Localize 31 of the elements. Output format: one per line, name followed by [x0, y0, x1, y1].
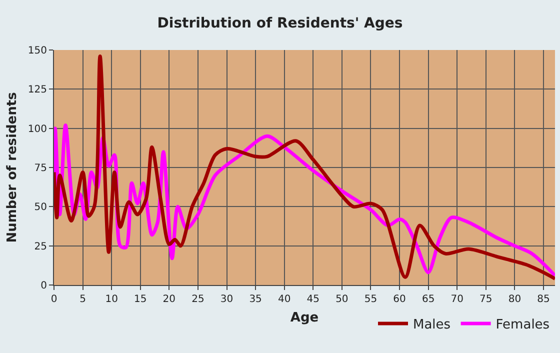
x-tick-label: 45 [306, 294, 320, 305]
x-tick-label: 85 [537, 294, 550, 305]
x-tick-label: 25 [192, 294, 204, 305]
y-tick-label: 25 [34, 241, 47, 252]
x-tick-label: 40 [278, 294, 291, 305]
legend-label: Females [496, 318, 550, 333]
x-tick-label: 70 [450, 294, 464, 305]
chart-title: Distribution of Residents' Ages [157, 15, 403, 32]
y-tick-label: 0 [40, 280, 47, 292]
x-tick-label: 35 [249, 294, 262, 305]
x-tick-label: 50 [336, 294, 348, 305]
x-tick-label: 20 [162, 294, 176, 305]
y-axis-title: Number of residents [4, 92, 20, 243]
y-tick-label: 50 [34, 202, 47, 214]
x-tick-label: 10 [105, 294, 118, 305]
x-tick-label: 60 [393, 294, 406, 305]
y-tick-label: 75 [34, 163, 47, 174]
x-tick-label: 65 [422, 294, 435, 305]
x-tick-label: 0 [50, 294, 58, 305]
y-tick-label: 150 [28, 46, 47, 56]
x-tick-label: 55 [364, 294, 378, 305]
x-tick-label: 75 [480, 294, 492, 305]
x-tick-label: 15 [134, 294, 147, 305]
x-tick-label: 5 [80, 294, 86, 305]
x-axis-title: Age [290, 310, 319, 326]
line-series [54, 54, 555, 280]
y-tick-label: 125 [28, 84, 47, 96]
y-tick-label: 100 [28, 124, 47, 135]
x-tick-label: 80 [508, 294, 522, 305]
legend-label: Males [413, 318, 451, 333]
x-tick-label: 30 [220, 294, 234, 305]
